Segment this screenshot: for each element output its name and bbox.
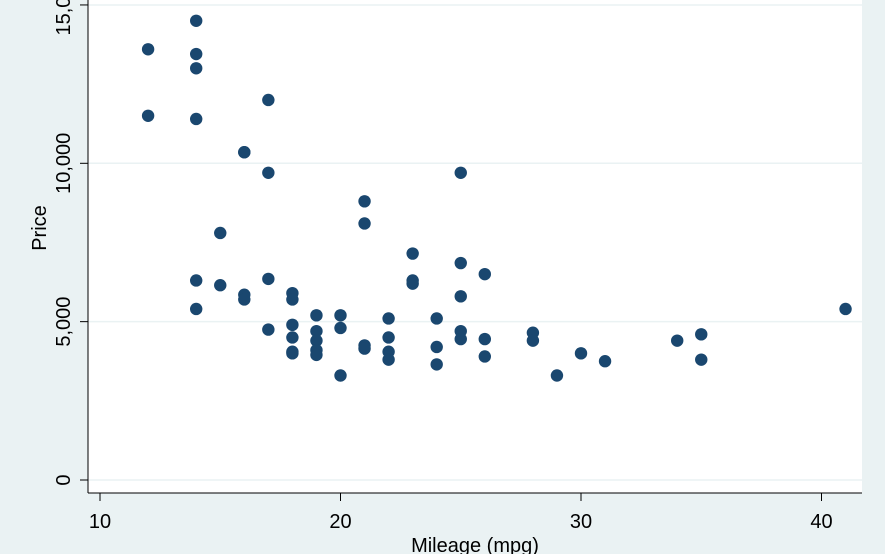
y-tick-label: 15,000 xyxy=(53,0,75,36)
x-axis-title: Mileage (mpg) xyxy=(411,535,539,554)
scatter-point xyxy=(430,340,443,354)
y-axis-ticks: 0 5,000 10,000 15,000 xyxy=(53,0,88,486)
scatter-point xyxy=(286,318,299,332)
scatter-point xyxy=(286,347,299,360)
scatter-point xyxy=(190,302,203,316)
scatter-point xyxy=(406,277,419,290)
scatter-point xyxy=(310,309,323,322)
x-tick-label: 20 xyxy=(329,511,351,533)
scatter-point xyxy=(334,369,347,382)
scatter-point xyxy=(574,347,588,360)
scatter-point xyxy=(310,334,323,347)
scatter-point xyxy=(238,146,251,159)
scatter-point xyxy=(358,195,371,208)
y-tick-label: 5,000 xyxy=(53,297,75,347)
scatter-point xyxy=(454,256,467,270)
scatter-point xyxy=(550,369,564,382)
scatter-point xyxy=(382,353,395,366)
scatter-point xyxy=(286,331,299,344)
scatter-point xyxy=(310,348,323,362)
scatter-point xyxy=(141,109,155,122)
scatter-point xyxy=(286,293,299,306)
x-tick-label: 40 xyxy=(810,511,832,533)
scatter-point xyxy=(358,217,371,230)
scatter-point xyxy=(598,355,612,368)
plot-area xyxy=(88,0,862,493)
scatter-point xyxy=(454,332,467,346)
y-tick-label: 0 xyxy=(53,474,75,485)
y-tick-label: 10,000 xyxy=(53,133,75,194)
scatter-point xyxy=(141,43,155,56)
data-points xyxy=(141,14,852,382)
scatter-point xyxy=(262,323,275,336)
scatter-point xyxy=(190,62,203,75)
scatter-point xyxy=(214,279,227,292)
scatter-point xyxy=(262,272,275,286)
scatter-point xyxy=(478,267,491,281)
scatter-point xyxy=(839,302,852,316)
scatter-point xyxy=(526,334,540,347)
scatter-point xyxy=(190,14,203,27)
scatter-point xyxy=(334,309,347,322)
scatter-point xyxy=(262,93,275,107)
scatter-point xyxy=(430,358,443,371)
scatter-point xyxy=(695,353,708,366)
scatter-point xyxy=(454,290,467,303)
scatter-point xyxy=(190,274,203,287)
scatter-point xyxy=(454,166,467,180)
scatter-point xyxy=(310,324,323,338)
scatter-point xyxy=(478,350,491,363)
scatter-point xyxy=(671,334,684,347)
scatter-point xyxy=(190,112,203,126)
scatter-point xyxy=(695,328,708,341)
scatter-point xyxy=(430,312,443,325)
scatter-point xyxy=(478,332,491,346)
scatter-point xyxy=(406,247,419,260)
grid-lines xyxy=(88,4,862,481)
x-axis-ticks: 10 20 30 40 xyxy=(89,493,833,533)
y-axis-title: Price xyxy=(29,205,51,251)
x-tick-label: 30 xyxy=(570,511,592,533)
scatter-point xyxy=(382,331,395,344)
scatter-point xyxy=(262,166,275,180)
scatter-point xyxy=(358,342,371,355)
x-tick-label: 10 xyxy=(89,511,111,533)
scatter-point xyxy=(238,293,251,306)
scatter-point xyxy=(190,47,203,61)
scatter-point xyxy=(214,226,227,240)
scatter-point xyxy=(334,321,347,335)
scatter-point xyxy=(382,312,395,325)
